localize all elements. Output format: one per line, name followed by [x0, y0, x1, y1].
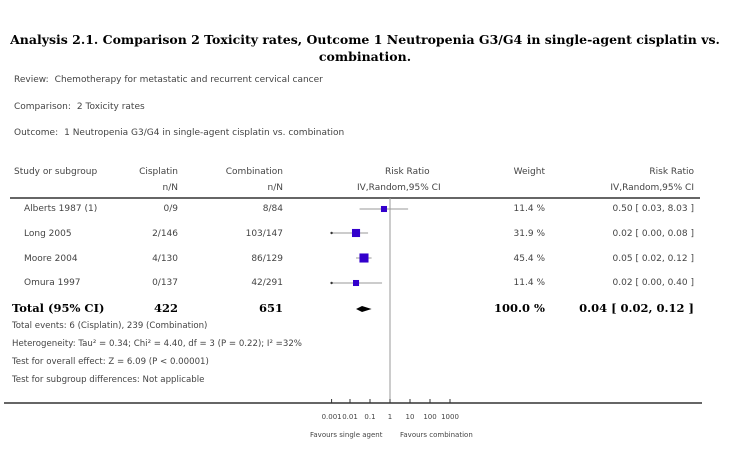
header-cisplatin: Cisplatin [139, 167, 178, 177]
total-combination: 651 [258, 301, 283, 315]
tick-label: 0.001 [321, 413, 342, 421]
header-plot: Risk Ratio [385, 167, 430, 177]
study-risk-ratio: 0.02 [ 0.00, 0.08 ] [612, 229, 694, 239]
total-diamond [356, 306, 372, 312]
cisplatin-events: 0/137 [152, 278, 178, 288]
tick-label: 100 [423, 413, 437, 421]
header-combination: Combination [225, 167, 283, 177]
tick-label: 1000 [441, 413, 459, 421]
tick-label: 1 [387, 413, 393, 421]
review-line: Review: Chemotherapy for metastatic and r… [14, 75, 323, 85]
study-name: Omura 1997 [24, 278, 81, 288]
header-rr: Risk Ratio [649, 167, 694, 177]
outcome-value: 1 Neutropenia G3/G4 in single-agent cisp… [64, 128, 345, 138]
review-value: Chemotherapy for metastatic and recurren… [54, 75, 323, 85]
comparison-line: Comparison: 2 Toxicity rates [14, 102, 145, 112]
outcome-line: Outcome: 1 Neutropenia G3/G4 in single-ag… [14, 128, 344, 138]
cisplatin-events: 0/9 [163, 204, 178, 214]
header-study: Study or subgroup [14, 167, 98, 177]
study-marker [351, 228, 361, 238]
analysis-title: Analysis 2.1. Comparison 2 Toxicity rate… [10, 32, 720, 64]
heterogeneity: Heterogeneity: Tau² = 0.34; Chi² = 4.40,… [12, 339, 302, 349]
study-weight: 11.4 % [513, 204, 545, 214]
header-weight: Weight [513, 167, 545, 177]
study-weight: 45.4 % [513, 254, 545, 264]
review-label: Review: [14, 75, 49, 85]
study-marker [380, 205, 387, 213]
study-name: Long 2005 [24, 229, 72, 239]
study-name: Moore 2004 [24, 254, 78, 264]
header-cisplatin-sub: n/N [162, 183, 178, 193]
cisplatin-events: 4/130 [152, 254, 178, 264]
study-name: Alberts 1987 (1) [24, 204, 98, 214]
study-marker [353, 279, 360, 287]
total-risk-ratio: 0.04 [ 0.02, 0.12 ] [579, 301, 694, 315]
total-label: Total (95% CI) [12, 301, 105, 315]
total-events: Total events: 6 (Cisplatin), 239 (Combin… [12, 321, 208, 331]
comparison-value: 2 Toxicity rates [76, 102, 145, 112]
combination-events: 42/291 [251, 278, 283, 288]
comparison-label: Comparison: [14, 102, 71, 112]
favours-left: Favours single agent [310, 431, 383, 439]
study-risk-ratio: 0.02 [ 0.00, 0.40 ] [612, 278, 694, 288]
combination-events: 8/84 [262, 204, 283, 214]
ci-clipped-marker [330, 281, 333, 285]
tick-label: 0.01 [342, 413, 358, 421]
cisplatin-events: 2/146 [152, 229, 178, 239]
study-weight: 31.9 % [513, 229, 545, 239]
study-marker [359, 253, 369, 263]
subgroup-differences: Test for subgroup differences: Not appli… [12, 375, 205, 385]
combination-events: 86/129 [251, 254, 283, 264]
study-risk-ratio: 0.05 [ 0.02, 0.12 ] [612, 254, 694, 264]
study-risk-ratio: 0.50 [ 0.03, 8.03 ] [612, 204, 694, 214]
outcome-label: Outcome: [14, 128, 59, 138]
favours-right: Favours combination [400, 431, 473, 439]
combination-events: 103/147 [245, 229, 283, 239]
study-weight: 11.4 % [513, 278, 545, 288]
ci-clipped-marker [330, 231, 333, 235]
tick-label: 0.1 [364, 413, 376, 421]
total-weight: 100.0 % [494, 301, 545, 315]
header-combination-sub: n/N [267, 183, 283, 193]
tick-label: 10 [405, 413, 415, 421]
total-cisplatin: 422 [153, 301, 178, 315]
header-rr-sub: IV,Random,95% CI [610, 183, 694, 193]
header-plot-sub: IV,Random,95% CI [357, 183, 441, 193]
overall-effect: Test for overall effect: Z = 6.09 (P < 0… [12, 357, 209, 367]
